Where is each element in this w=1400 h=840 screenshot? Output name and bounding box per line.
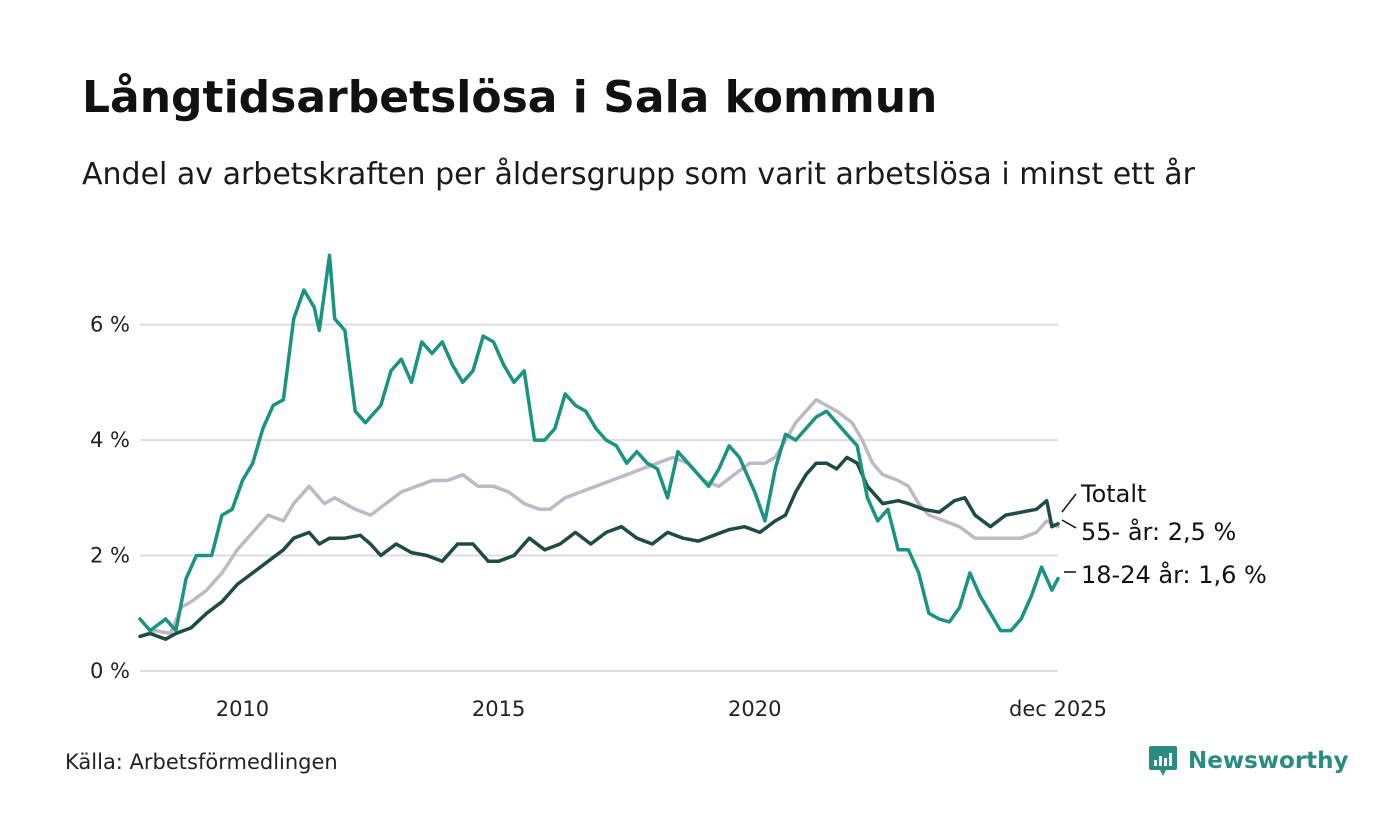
x-tick-label: dec 2025 [1009,697,1107,721]
x-tick-label: 2020 [728,697,781,721]
x-axis-ticks: 2010 2015 2020 dec 2025 [216,697,1107,721]
x-tick-label: 2015 [472,697,525,721]
end-label-leader [1061,493,1077,513]
brand-name: Newsworthy [1188,748,1349,774]
series-line-18-24-r [138,253,1060,633]
series-line-55-r [138,397,1060,639]
end-label: 55- år: 2,5 % [1081,517,1236,546]
grid-lines [140,323,1058,672]
y-tick-label: 0 % [90,659,130,683]
series-lines [138,253,1060,641]
brand-logo: Newsworthy [1148,744,1349,778]
source-note: Källa: Arbetsförmedlingen [65,750,338,774]
chart-title: Långtidsarbetslösa i Sala kommun [82,72,938,123]
end-label-leader [1061,519,1077,529]
y-tick-label: 4 % [90,428,130,452]
end-labels: 55- år: 2,5 % Totalt 18-24 år: 1,6 % [1061,480,1267,589]
chart-subtitle: Andel av arbetskraften per åldersgrupp s… [82,157,1195,192]
x-tick-label: 2010 [216,697,269,721]
series-line-totalt [138,455,1060,641]
y-tick-label: 2 % [90,544,130,568]
y-axis-ticks: 0 % 2 % 4 % 6 % [90,313,130,683]
end-label: 18-24 år: 1,6 % [1081,560,1267,589]
y-tick-label: 6 % [90,313,130,337]
newsworthy-icon [1149,746,1177,776]
end-label: Totalt [1080,480,1146,508]
